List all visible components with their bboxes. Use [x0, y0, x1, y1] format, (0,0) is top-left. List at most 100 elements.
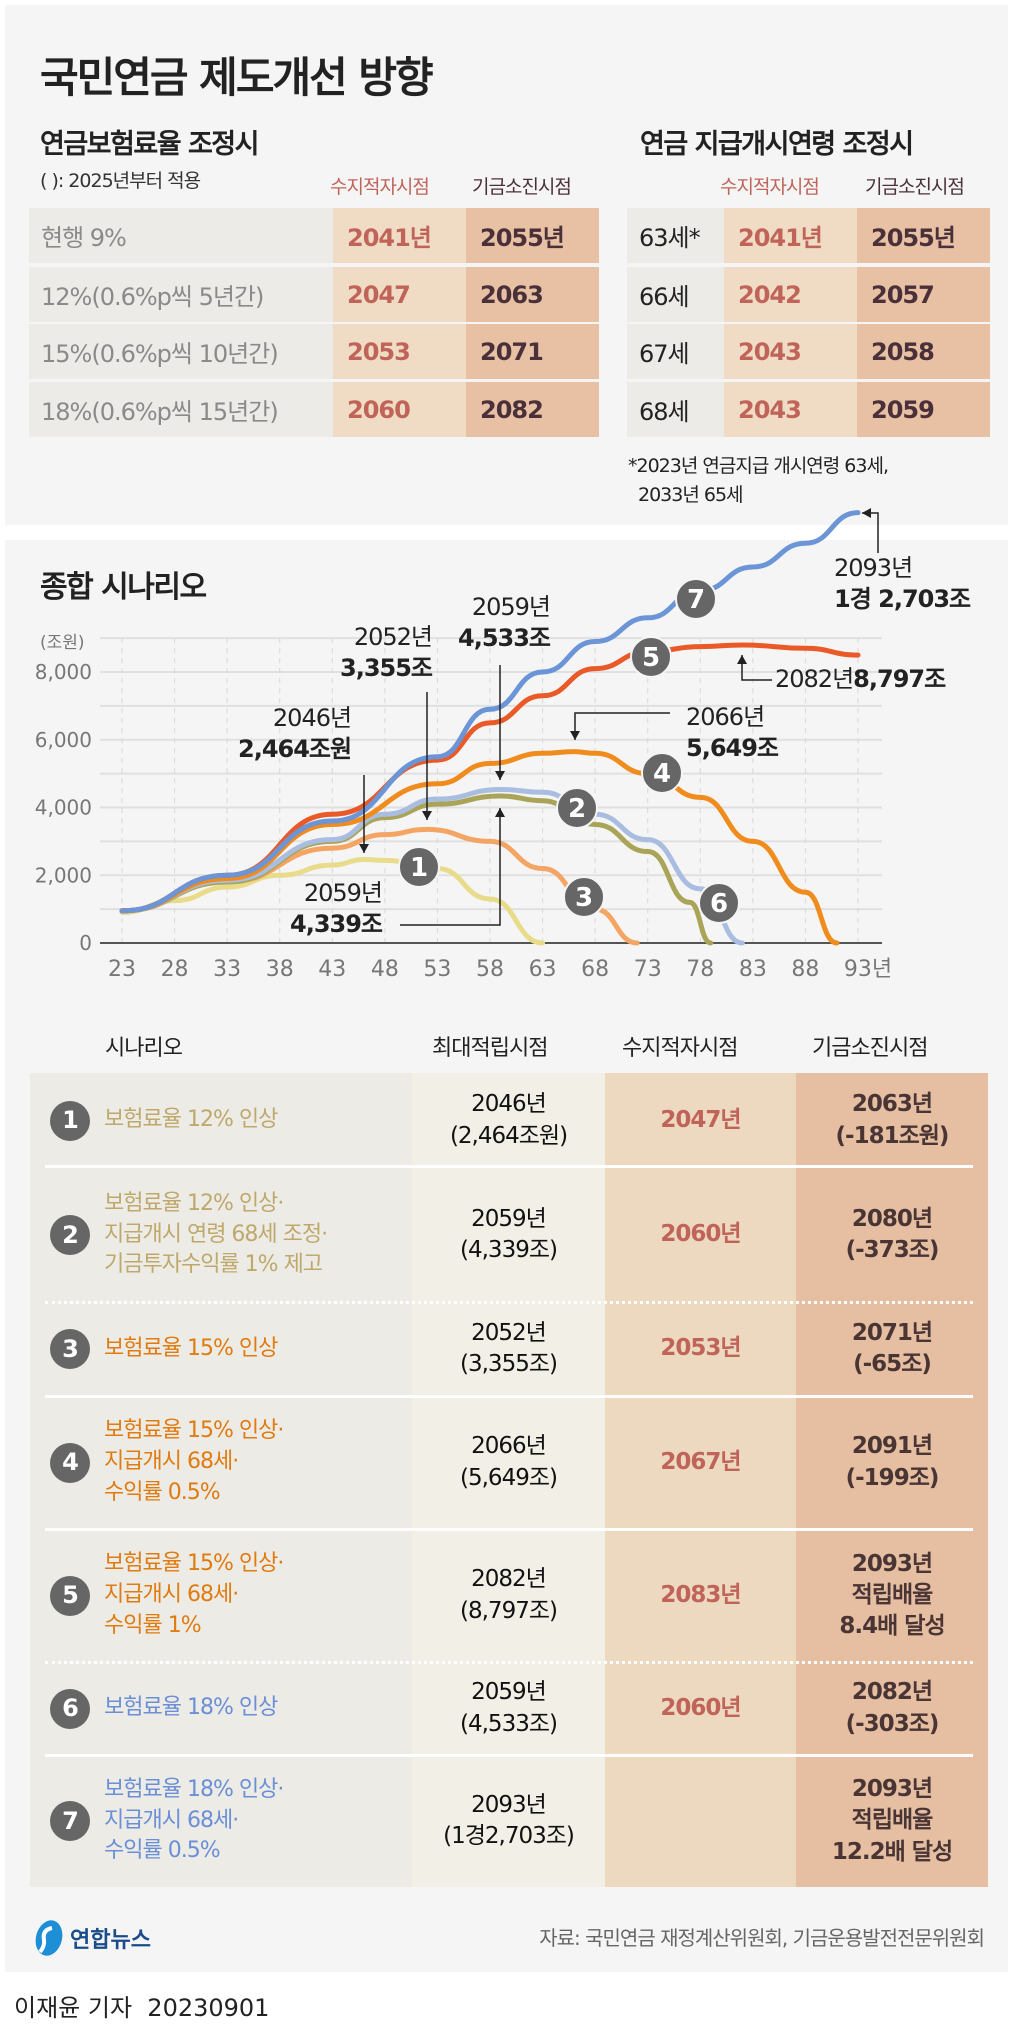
badge-number: 7 — [687, 585, 705, 615]
source-text: 자료: 국민연금 재정계산위원회, 기금운용발전전문위원회 — [539, 1926, 985, 1950]
badge-circle — [398, 846, 440, 888]
scenario-depletion-line: 2093년 — [851, 1550, 933, 1577]
scenario-depletion-text: 2091년 (-199조) — [845, 1431, 940, 1493]
y-tick-label: 4,000 — [35, 796, 92, 820]
rate-row-label: 15%(0.6%p씩 10년간) — [29, 324, 333, 379]
scenario-deficit: 2067년 — [605, 1396, 796, 1529]
scenario-description-line: 수익률 0.5% — [104, 1479, 221, 1505]
annotation-2059-high: 2059년 4,533조 — [458, 592, 551, 654]
scenario-depletion-line: (-199조) — [845, 1464, 940, 1491]
scenario-peak-line: (2,464조원) — [449, 1122, 568, 1149]
age-footnote-line2: 2033년 65세 — [638, 483, 744, 506]
x-tick-label: 53 — [423, 957, 451, 982]
rate-row-depletion: 2055년 — [466, 208, 599, 263]
scenario-number-badge: 1 — [50, 1100, 90, 1141]
rate-header-deficit: 수지적자시점 — [330, 176, 430, 198]
scenario-depletion-line: (-181조원) — [835, 1122, 950, 1149]
rate-row-label: 12%(0.6%p씩 5년간) — [29, 267, 333, 322]
annotation-year: 2082년 — [775, 665, 854, 693]
rate-table-note: ( ): 2025년부터 적용 — [40, 170, 201, 192]
rate-row-depletion: 2082 — [466, 382, 599, 437]
scenario-depletion-line: 적립배율 — [851, 1807, 934, 1834]
scenario-description-line: 수익률 0.5% — [104, 1838, 221, 1864]
annotation-value: 5,649조 — [686, 734, 779, 763]
logo: 연합뉴스 — [32, 1918, 151, 1958]
rate-header-depletion: 기금소진시점 — [472, 176, 572, 198]
rate-table-title: 연금보험료율 조정시 — [40, 129, 259, 160]
age-header-deficit: 수지적자시점 — [720, 176, 820, 198]
scenario-peak-line: 2093년 — [471, 1791, 547, 1818]
series-badge-7: 7 — [675, 578, 717, 620]
scenario-peak-line: (4,339조) — [460, 1237, 558, 1263]
scenario-row-name: 3 보험료율 15% 인상 — [30, 1302, 412, 1396]
arrowhead-icon — [862, 508, 871, 518]
rate-row-deficit: 2053 — [333, 324, 466, 379]
badge-circle — [556, 787, 598, 829]
badge-number: 5 — [642, 643, 660, 673]
rate-row-depletion: 2071 — [466, 324, 599, 379]
scenario-description-line: 보험료율 15% 인상· — [104, 1418, 284, 1444]
series-badge-1: 1 — [398, 846, 440, 888]
scenario-peak-line: (3,355조) — [460, 1351, 558, 1377]
scenario-depletion-line: (-65조) — [853, 1351, 932, 1377]
y-tick-label: 6,000 — [35, 728, 92, 752]
scenario-number-badge: 7 — [50, 1801, 90, 1841]
series-line-6 — [119, 786, 745, 946]
scenario-peak-line: 2066년 — [471, 1433, 547, 1460]
scenario-peak-text: 2052년 (3,355조) — [460, 1318, 558, 1380]
badge-circle — [630, 636, 672, 678]
series-badge-2: 2 — [556, 787, 598, 829]
scenario-peak-text: 2059년 (4,339조) — [460, 1204, 558, 1266]
scenario-deficit: 2047년 — [605, 1073, 796, 1168]
scenario-depletion-line: 2082년 — [851, 1679, 933, 1706]
rate-row-label: 18%(0.6%p씩 15년간) — [29, 382, 333, 437]
annotation-2059-low: 2059년 4,339조 — [290, 878, 383, 940]
scenario-depletion: 2093년 적립배율 8.4배 달성 — [796, 1529, 988, 1662]
x-tick-label: 48 — [371, 957, 399, 982]
x-tick-label: 68 — [581, 957, 609, 982]
scenario-description-line: 보험료율 18% 인상· — [104, 1776, 284, 1802]
series-badge-6: 6 — [698, 882, 740, 924]
y-tick-label: 2,000 — [35, 863, 92, 887]
annotation-value: 8,797조 — [853, 665, 946, 693]
annotation-leader-line — [574, 712, 670, 740]
badge-number: 1 — [410, 853, 428, 883]
yonhap-logo-icon — [35, 1920, 63, 1956]
scenario-depletion: 2091년 (-199조) — [796, 1396, 988, 1529]
x-tick-label: 23 — [108, 957, 136, 982]
annotation-2093: 2093년 1경 2,703조 — [834, 553, 971, 615]
scenario-depletion-text: 2082년 (-303조) — [846, 1677, 940, 1739]
scenario-depletion-line: 2071년 — [851, 1319, 933, 1346]
age-row-label: 68세 — [627, 382, 724, 437]
scenario-deficit: 2053년 — [605, 1302, 796, 1396]
scenario-number-badge: 3 — [50, 1329, 90, 1369]
byline: 이재윤 기자 20230901 — [14, 1988, 269, 2023]
scenario-description: 보험료율 18% 인상 — [104, 1693, 278, 1724]
scenario-description-line: 기금투자수익률 1% 제고 — [104, 1252, 323, 1278]
annotation-leader-line — [741, 655, 772, 681]
scenario-header-depletion: 기금소진시점 — [812, 1036, 928, 1061]
annotation-2066: 2066년 5,649조 — [686, 702, 779, 764]
annotation-value: 3,355조 — [340, 654, 433, 683]
row-separator — [45, 1528, 973, 1531]
scenario-deficit — [605, 1755, 796, 1887]
scenario-depletion: 2080년 (-373조) — [796, 1168, 988, 1302]
scenario-depletion: 2063년 (-181조원) — [796, 1073, 988, 1168]
scenario-number-badge: 6 — [50, 1688, 90, 1729]
scenario-number-badge: 4 — [50, 1442, 90, 1483]
badge-circle — [563, 876, 605, 918]
scenario-row-name: 4 보험료율 15% 인상· 지급개시 68세· 수익률 0.5% — [30, 1396, 412, 1529]
badge-number: 4 — [653, 759, 671, 789]
rate-row-deficit: 2047 — [333, 267, 466, 322]
series-badge-3: 3 — [563, 876, 605, 918]
series-line-4 — [119, 749, 840, 946]
x-tick-label: 33 — [213, 957, 241, 982]
y-tick-label: 8,000 — [35, 660, 92, 684]
chart-title: 종합 시나리오 — [40, 570, 207, 605]
age-row-deficit: 2042 — [724, 267, 857, 322]
scenario-peak-line: 2059년 — [471, 1205, 547, 1232]
scenario-peak-text: 2082년 (8,797조) — [460, 1564, 558, 1626]
scenario-number-badge: 2 — [50, 1215, 90, 1255]
scenario-peak-text: 2093년 (1경2,703조) — [443, 1790, 575, 1852]
